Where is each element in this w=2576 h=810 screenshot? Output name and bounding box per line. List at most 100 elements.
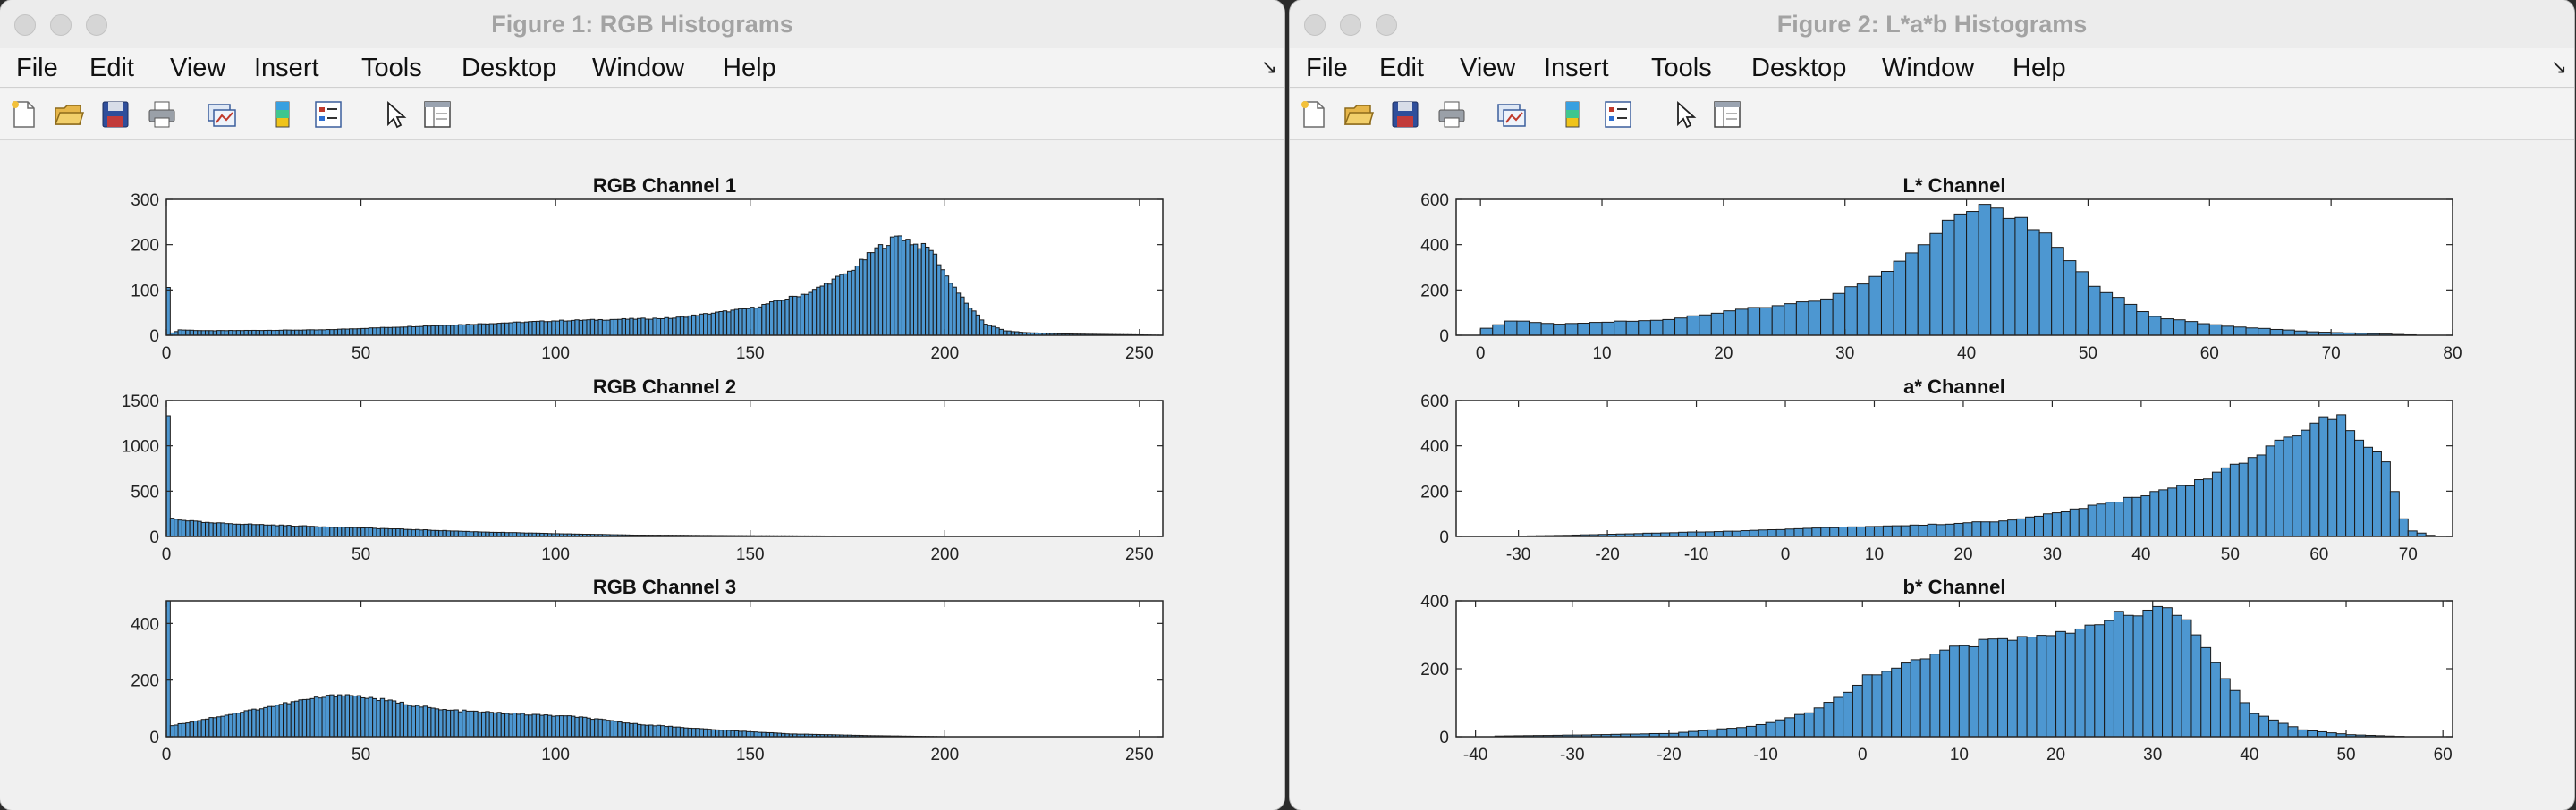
histogram-bar <box>169 725 175 738</box>
pointer-icon[interactable] <box>379 99 410 130</box>
histogram-bar <box>788 295 794 336</box>
close-button[interactable] <box>1304 14 1326 36</box>
legend-icon[interactable] <box>1603 99 1633 130</box>
histogram-bar <box>683 316 689 336</box>
histogram-bar <box>2027 229 2040 336</box>
property-inspector-icon[interactable] <box>422 99 453 130</box>
menu-help[interactable]: Help <box>723 54 776 82</box>
histogram-bar <box>469 531 475 537</box>
open-folder-icon[interactable] <box>54 99 84 130</box>
histogram-bar <box>356 328 362 336</box>
new-figure-icon[interactable] <box>1299 99 1329 130</box>
colorbar-icon[interactable] <box>268 99 299 130</box>
dock-arrow-icon[interactable]: ↘ <box>1260 55 1277 78</box>
histogram-bar <box>306 329 311 336</box>
axes-box <box>165 400 1164 537</box>
pointer-icon[interactable] <box>1669 99 1699 130</box>
menu-window[interactable]: Window <box>592 54 685 82</box>
zoom-button[interactable] <box>1376 14 1397 36</box>
menu-window[interactable]: Window <box>1882 54 1975 82</box>
menu-desktop[interactable]: Desktop <box>1751 54 1847 82</box>
histogram-bar <box>376 327 381 336</box>
open-folder-icon[interactable] <box>1343 99 1374 130</box>
link-plot-icon[interactable] <box>1496 99 1526 130</box>
menu-view[interactable]: View <box>1460 54 1516 82</box>
histogram-bar <box>877 244 884 336</box>
save-icon[interactable] <box>100 99 131 130</box>
link-plot-icon[interactable] <box>206 99 236 130</box>
histogram-bar <box>2087 504 2097 537</box>
histogram-bar <box>309 526 315 537</box>
histogram-bar <box>967 308 973 336</box>
histogram-bar <box>205 718 210 738</box>
histogram-bar <box>508 322 513 336</box>
menu-insert[interactable]: Insert <box>254 54 319 82</box>
y-tick-label: 400 <box>131 615 159 634</box>
save-icon[interactable] <box>1390 99 1420 130</box>
y-tick-label: 400 <box>1420 237 1449 256</box>
histogram-bar <box>407 325 412 336</box>
histogram-bar <box>730 309 735 336</box>
histogram-bar <box>952 286 957 336</box>
x-tick-label: -30 <box>1560 746 1584 764</box>
title-bar[interactable]: Figure 2: L*a*b Histograms <box>1290 0 2574 48</box>
histogram-bar <box>897 235 902 336</box>
print-icon[interactable] <box>147 99 177 130</box>
histogram-bar <box>547 714 553 738</box>
histogram-bar <box>212 717 218 738</box>
legend-icon[interactable] <box>313 99 343 130</box>
menu-tools[interactable]: Tools <box>1651 54 1712 82</box>
axes-title: RGB Channel 3 <box>593 576 736 598</box>
histogram-bar <box>235 523 242 537</box>
new-figure-icon[interactable] <box>9 99 39 130</box>
menu-edit[interactable]: Edit <box>1379 54 1424 82</box>
histogram-bar <box>715 311 720 336</box>
histogram-bar <box>224 523 230 537</box>
menu-edit[interactable]: Edit <box>89 54 134 82</box>
histogram-bar <box>750 731 755 738</box>
histogram-bar <box>738 308 743 336</box>
histogram-bar <box>247 330 253 336</box>
histogram-bar <box>336 527 343 537</box>
histogram-bar <box>263 706 268 738</box>
histogram-bar <box>1747 307 1761 336</box>
property-inspector-icon[interactable] <box>1712 99 1742 130</box>
histogram-bar <box>1871 674 1883 738</box>
x-tick-label: 0 <box>162 545 172 564</box>
title-bar[interactable]: Figure 1: RGB Histograms <box>0 0 1284 48</box>
histogram-bar <box>1697 730 1708 738</box>
colorbar-icon[interactable] <box>1558 99 1589 130</box>
histogram-bar <box>2123 496 2133 537</box>
histogram-bar <box>847 270 852 336</box>
menu-view[interactable]: View <box>170 54 226 82</box>
histogram-bar <box>318 697 323 738</box>
histogram-bar <box>270 330 276 336</box>
minimize-button[interactable] <box>50 14 72 36</box>
menu-desktop[interactable]: Desktop <box>462 54 557 82</box>
histogram-bar <box>275 705 280 738</box>
print-icon[interactable] <box>1436 99 1467 130</box>
histogram-bar <box>450 325 455 336</box>
histogram-bar <box>336 694 343 738</box>
histogram-bar <box>733 730 740 738</box>
histogram-bar <box>2220 467 2231 537</box>
menu-file[interactable]: File <box>16 54 58 82</box>
menu-insert[interactable]: Insert <box>1544 54 1609 82</box>
axes-background <box>166 199 1163 335</box>
histogram-bar <box>1795 301 1809 336</box>
close-button[interactable] <box>14 14 36 36</box>
zoom-button[interactable] <box>86 14 107 36</box>
menu-help[interactable]: Help <box>2012 54 2066 82</box>
menu-tools[interactable]: Tools <box>361 54 422 82</box>
x-tick-label: 0 <box>1781 545 1791 564</box>
menu-file[interactable]: File <box>1306 54 1348 82</box>
histogram-bar <box>656 317 662 336</box>
histogram-bar <box>1881 671 1893 738</box>
axes-box <box>165 600 1164 738</box>
minimize-button[interactable] <box>1340 14 1361 36</box>
histogram-bar <box>189 721 194 738</box>
dock-arrow-icon[interactable]: ↘ <box>2550 55 2567 78</box>
histogram-bar <box>189 519 194 537</box>
histogram-bar <box>909 244 914 336</box>
histogram-bar <box>1736 727 1747 738</box>
